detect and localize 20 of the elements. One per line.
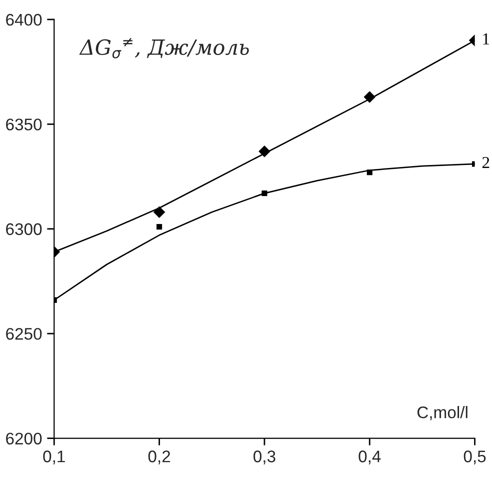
y-tick-label: 6250 — [6, 328, 42, 340]
point — [366, 170, 372, 176]
y-axis-title: ΔG$_{σ}$$^{≠}$, Дж/моль — [79, 38, 249, 58]
y-tick-label: 6200 — [6, 432, 42, 445]
point — [364, 91, 376, 103]
point — [258, 146, 270, 158]
point — [262, 190, 268, 196]
y-tick-label: 6300 — [6, 223, 42, 236]
x-tick-label: 0,1 — [43, 450, 65, 464]
x-tick-label: 0,3 — [254, 450, 276, 464]
point — [156, 224, 162, 230]
series-label: 2 — [482, 156, 490, 168]
y-tick-label: 6350 — [6, 118, 42, 130]
y-tick-label: 6400 — [6, 14, 42, 26]
series-label: 1 — [483, 33, 490, 44]
x-tick-label: 0,2 — [148, 450, 170, 464]
x-tick-label: 0,5 — [464, 450, 486, 464]
point — [153, 206, 166, 218]
x-tick-label: 0,4 — [358, 450, 381, 464]
x-axis-title: C,mol/l — [417, 406, 468, 420]
